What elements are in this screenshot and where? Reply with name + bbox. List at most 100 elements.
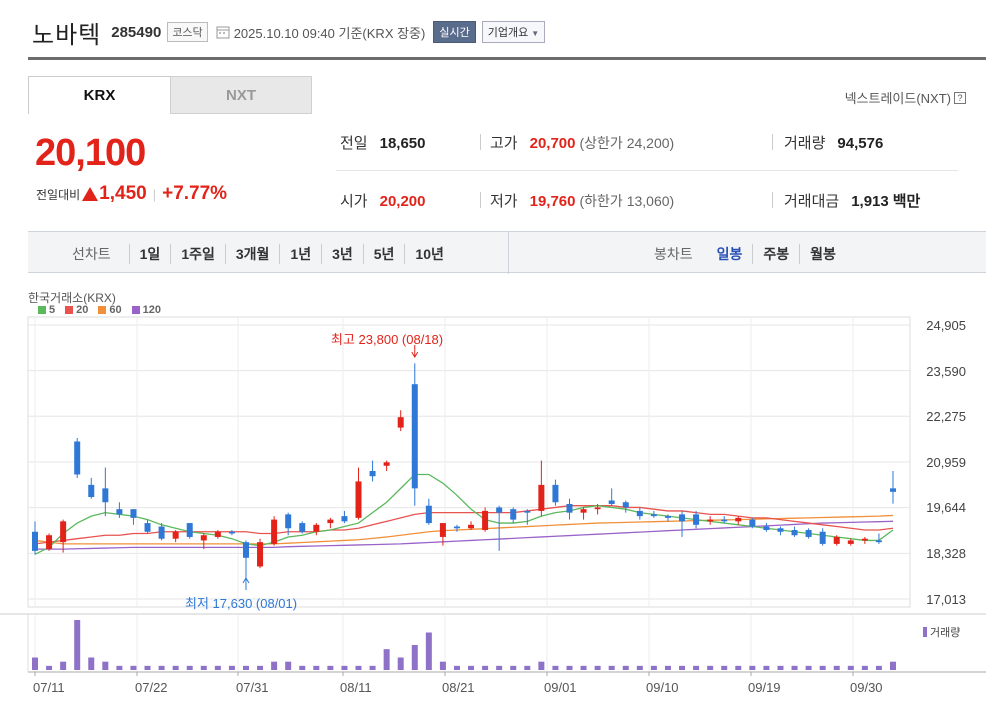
candle-body <box>468 524 475 529</box>
candle-body <box>313 524 320 532</box>
candle-body <box>749 519 756 527</box>
change-label: 전일대비 <box>36 187 81 202</box>
candle-body <box>496 507 503 513</box>
x-tick-label: 08/11 <box>340 680 372 695</box>
volume-bar <box>875 665 882 670</box>
volume-bar <box>566 665 573 670</box>
low-value: 19,760 <box>529 193 576 210</box>
amount-label: 거래대금 <box>784 193 840 210</box>
x-tick-label: 09/01 <box>544 680 577 695</box>
x-tick-label: 09/19 <box>748 680 781 695</box>
candle-body <box>636 510 643 517</box>
volume-bar <box>439 661 446 670</box>
line-chart-label: 선차트 <box>72 246 111 262</box>
legend-ma60: 60 <box>98 304 122 316</box>
candle-monthly[interactable]: 월봉 <box>799 244 846 264</box>
x-tick-label: 09/30 <box>850 680 883 695</box>
volume-bar <box>88 657 95 670</box>
volume-bar <box>200 665 207 670</box>
candle-body <box>172 531 179 539</box>
candle-body <box>482 510 489 531</box>
volume-bar <box>650 665 657 670</box>
volume-bar <box>60 661 67 670</box>
candle-body <box>158 526 165 539</box>
corp-overview-label: 기업개요 <box>487 27 529 39</box>
period-1w[interactable]: 1주일 <box>170 244 225 264</box>
ma-legend: 5 20 60 120 <box>38 304 161 316</box>
nextrade-link[interactable]: 넥스트레이드(NXT) ? <box>845 88 966 107</box>
candle-body <box>453 526 460 529</box>
volume-bar <box>228 665 235 670</box>
change-amount: 1,450 <box>99 183 147 204</box>
chart-source: 한국거래소(KRX) <box>28 291 116 305</box>
tab-krx[interactable]: KRX <box>28 76 171 114</box>
candle-body <box>890 488 896 492</box>
legend-swatch <box>131 306 140 315</box>
candle-body <box>566 503 573 513</box>
candle-body <box>285 514 292 529</box>
volume-bar <box>299 665 306 670</box>
candle-body <box>524 510 531 513</box>
nextrade-label: 넥스트레이드(NXT) <box>844 91 951 106</box>
volume-bar <box>538 661 545 670</box>
volume-bar <box>608 665 615 670</box>
y-tick-label: 18,328 <box>926 546 966 561</box>
volume-bar <box>130 665 137 670</box>
stat-divider <box>772 192 773 208</box>
up-triangle-icon <box>82 187 99 201</box>
candle-body <box>580 509 587 513</box>
volume-bar <box>369 665 376 670</box>
volume-bar <box>693 665 700 670</box>
candle-daily[interactable]: 일봉 <box>716 246 743 262</box>
candle-body <box>875 540 882 543</box>
low-annotation: 최저 17,630 (08/01) <box>185 596 298 611</box>
y-tick-label: 23,590 <box>926 364 966 379</box>
volume-bar <box>186 665 193 670</box>
change-percent: +7.77% <box>162 183 228 204</box>
low-label: 저가 <box>490 193 518 210</box>
period-10y[interactable]: 10년 <box>404 244 453 264</box>
ma5-line <box>34 473 894 555</box>
candle-body <box>116 509 123 515</box>
period-3y[interactable]: 3년 <box>321 244 363 264</box>
calendar-icon <box>216 26 230 39</box>
legend-swatch <box>98 306 107 315</box>
candle-body <box>88 484 95 498</box>
y-tick-label: 19,644 <box>926 500 966 515</box>
volume-bar <box>425 632 432 670</box>
volume-bar <box>552 665 559 670</box>
candle-body <box>397 417 404 428</box>
corp-overview-dropdown[interactable]: 기업개요 ▼ <box>481 21 546 43</box>
candle-weekly[interactable]: 주봉 <box>752 244 799 264</box>
candle-body <box>735 517 742 522</box>
legend-label: 120 <box>142 304 161 316</box>
volume-legend: 거래량 <box>923 624 960 640</box>
legend-label: 5 <box>49 304 56 316</box>
period-3m[interactable]: 3개월 <box>224 244 280 264</box>
volume-bar <box>524 665 531 670</box>
candle-body <box>355 481 362 518</box>
period-1d[interactable]: 1일 <box>128 244 171 264</box>
volume-bar <box>242 665 249 670</box>
candle-body <box>369 470 376 477</box>
volume-bar <box>861 665 868 670</box>
candle-body <box>299 523 306 532</box>
tab-nxt[interactable]: NXT <box>170 76 312 114</box>
volume-swatch <box>923 627 927 637</box>
realtime-button[interactable]: 실시간 <box>433 21 476 43</box>
volume-bar <box>763 665 770 670</box>
period-1y[interactable]: 1년 <box>279 244 321 264</box>
candle-body <box>383 462 390 466</box>
volume-bar <box>496 665 503 670</box>
stat-high: 고가 20,700 (상한가 24,200) <box>490 132 674 153</box>
candle-body <box>200 535 207 541</box>
upper-limit: (상한가 24,200) <box>579 135 675 151</box>
candle-body <box>777 528 784 532</box>
period-5y[interactable]: 5년 <box>362 244 405 264</box>
help-icon[interactable]: ? <box>954 91 966 104</box>
prev-close-label: 전일 <box>340 135 368 152</box>
candle-body <box>214 531 221 537</box>
open-label: 시가 <box>340 193 368 210</box>
volume-bar <box>805 665 812 670</box>
